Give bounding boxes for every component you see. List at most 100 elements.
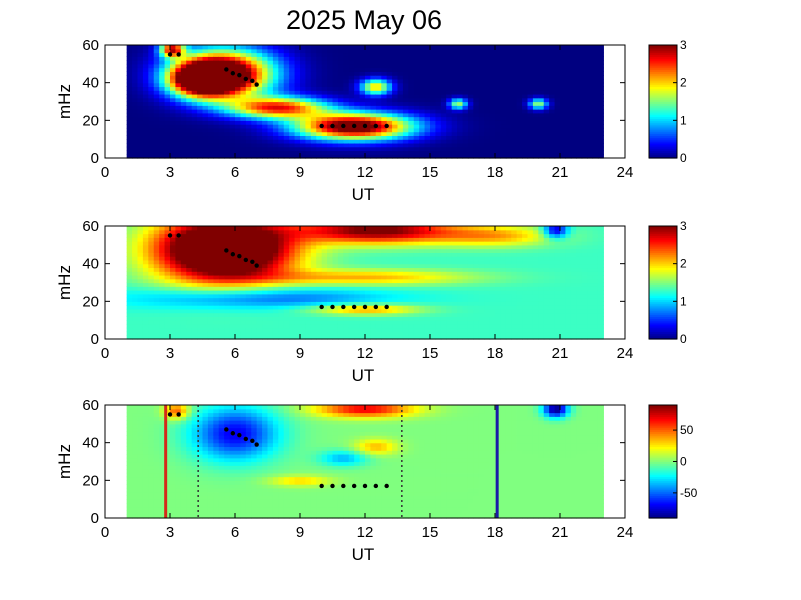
heatmap-cell xyxy=(278,154,285,159)
heatmap-cell xyxy=(191,297,198,302)
heatmap-cell xyxy=(538,45,545,50)
heatmap-cell xyxy=(175,101,182,106)
heatmap-cell xyxy=(511,259,518,265)
heatmap-cell xyxy=(294,229,301,235)
colorbar-segment xyxy=(649,46,677,50)
heatmap-cell xyxy=(142,45,149,50)
heatmap-cell xyxy=(137,278,144,284)
heatmap-cell xyxy=(294,335,301,340)
heatmap-cell xyxy=(186,259,193,265)
heatmap-cell xyxy=(597,71,604,76)
heatmap-cell xyxy=(218,116,225,121)
heatmap-cell xyxy=(316,323,323,329)
heatmap-cell xyxy=(137,308,144,314)
heatmap-cell xyxy=(132,290,139,295)
heatmap-cell xyxy=(370,116,377,121)
heatmap-cell xyxy=(262,293,269,299)
heatmap-cell xyxy=(337,286,344,291)
heatmap-cell xyxy=(245,67,252,72)
heatmap-cell xyxy=(435,82,442,88)
heatmap-cell xyxy=(467,135,474,140)
heatmap-cell xyxy=(462,75,469,80)
heatmap-cell xyxy=(159,93,166,99)
heatmap-cell xyxy=(473,93,480,99)
heatmap-cell xyxy=(516,142,523,148)
heatmap-cell xyxy=(370,124,377,129)
heatmap-cell xyxy=(554,127,561,133)
data-marker xyxy=(330,123,335,129)
heatmap-cell xyxy=(581,48,588,54)
heatmap-cell xyxy=(413,52,420,57)
heatmap-cell xyxy=(186,86,193,91)
heatmap-cell xyxy=(278,229,285,235)
heatmap-cell xyxy=(592,146,599,152)
heatmap-cell xyxy=(348,312,355,317)
heatmap-cell xyxy=(132,56,139,61)
data-marker xyxy=(237,72,242,78)
colorbar-segment xyxy=(649,50,677,54)
heatmap-cell xyxy=(489,271,496,276)
heatmap-cell xyxy=(408,290,415,295)
heatmap-cell xyxy=(240,75,247,80)
heatmap-cell xyxy=(294,297,301,302)
heatmap-cell xyxy=(435,109,442,114)
heatmap-cell xyxy=(305,150,312,155)
heatmap-cell xyxy=(180,78,187,84)
heatmap-cell xyxy=(560,109,567,114)
heatmap-cell xyxy=(489,256,496,261)
heatmap-cell xyxy=(576,75,583,80)
heatmap-cell xyxy=(440,252,447,257)
heatmap-cell xyxy=(137,120,144,125)
heatmap-cell xyxy=(213,256,220,261)
heatmap-cell xyxy=(495,282,502,287)
heatmap-cell xyxy=(527,320,534,325)
heatmap-cell xyxy=(164,90,171,95)
heatmap-cell xyxy=(365,105,372,110)
heatmap-cell xyxy=(148,237,155,242)
heatmap-cell xyxy=(207,48,214,54)
x-tick-label: 21 xyxy=(552,164,569,181)
heatmap-cell xyxy=(186,282,193,287)
heatmap-cell xyxy=(419,116,426,121)
heatmap-cell xyxy=(224,75,231,80)
heatmap-cell xyxy=(413,335,420,340)
heatmap-cell xyxy=(137,267,144,272)
heatmap-cell xyxy=(435,86,442,91)
heatmap-cell xyxy=(207,154,214,159)
heatmap-cell xyxy=(467,97,474,103)
colorbar-segment xyxy=(649,56,677,59)
heatmap-cell xyxy=(235,237,242,242)
heatmap-cell xyxy=(570,112,577,118)
heatmap-cell xyxy=(467,301,474,306)
heatmap-cell xyxy=(500,154,507,159)
heatmap-cell xyxy=(462,127,469,133)
colorbar-segment xyxy=(649,156,677,159)
heatmap-cell xyxy=(224,116,231,121)
heatmap-cell xyxy=(473,237,480,242)
heatmap-cell xyxy=(213,301,220,306)
heatmap-cell xyxy=(511,323,518,329)
heatmap-cell xyxy=(505,135,512,140)
heatmap-cell xyxy=(348,86,355,91)
heatmap-cell xyxy=(446,146,453,152)
heatmap-cell xyxy=(224,252,231,257)
heatmap-cell xyxy=(451,297,458,302)
heatmap-cell xyxy=(413,305,420,310)
heatmap-cell xyxy=(316,82,323,88)
heatmap-cell xyxy=(473,244,480,250)
heatmap-cell xyxy=(132,278,139,284)
heatmap-cell xyxy=(240,45,247,50)
heatmap-cell xyxy=(511,86,518,91)
heatmap-cell xyxy=(218,97,225,103)
heatmap-cell xyxy=(516,120,523,125)
heatmap-cell xyxy=(365,131,372,136)
heatmap-cell xyxy=(251,75,258,80)
heatmap-cell xyxy=(213,56,220,61)
heatmap-cell xyxy=(159,71,166,76)
heatmap-cell xyxy=(321,120,328,125)
heatmap-cell xyxy=(180,286,187,291)
heatmap-cell xyxy=(337,75,344,80)
heatmap-cell xyxy=(229,241,236,246)
heatmap-cell xyxy=(359,244,366,250)
